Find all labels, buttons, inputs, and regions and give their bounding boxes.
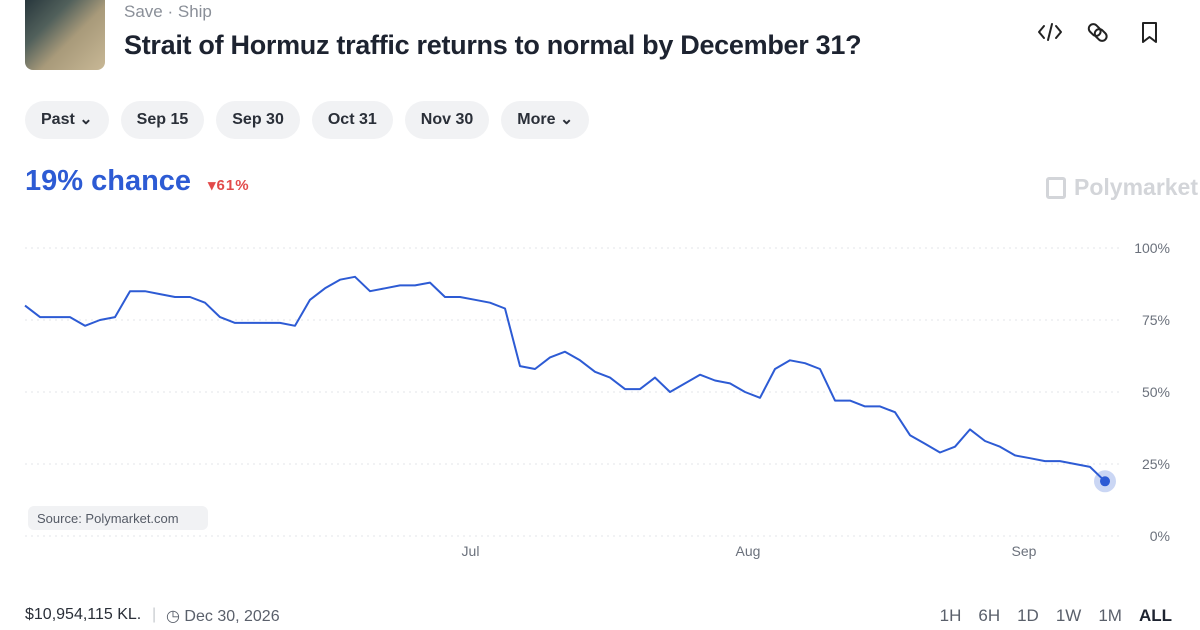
down-arrow: ▾ (208, 177, 217, 194)
header-links: Save · Ship (124, 2, 212, 21)
date-tab[interactable]: Sep 30 (216, 101, 300, 139)
range-button[interactable]: 1W (1055, 606, 1082, 625)
x-tick-label: Aug (736, 543, 761, 559)
ship-link[interactable]: Ship (177, 2, 212, 21)
x-tick-label: Jul (462, 543, 480, 559)
range-button[interactable]: 1D (1017, 606, 1039, 625)
brand-name: Polymarket (1074, 174, 1199, 200)
chevron: ⌄ (555, 111, 574, 128)
chance: 19% chance (25, 165, 192, 197)
divider: | (152, 606, 157, 623)
source: Source: Polymarket.com (37, 511, 179, 526)
y-tick-label: 50% (1142, 384, 1170, 400)
end-date: Dec 30, 2026 (184, 608, 280, 625)
y-tick-label: 75% (1142, 312, 1170, 328)
header-icons (1038, 22, 1157, 43)
end-point (1100, 476, 1110, 487)
price-line (24, 275, 1106, 483)
brand-logo (1046, 177, 1066, 199)
range-button[interactable]: 1H (939, 606, 962, 625)
range-button[interactable]: 1M (1098, 606, 1122, 625)
range-button[interactable]: ALL (1138, 606, 1172, 625)
link-icon[interactable] (1087, 22, 1109, 43)
source-badge (28, 506, 208, 530)
embed-icon[interactable] (1038, 23, 1062, 41)
range-button[interactable]: 6H (978, 606, 1001, 625)
end-date-wrap: ◷ Dec 30, 2026 (166, 606, 280, 626)
date-tab[interactable]: Past ⌄ (25, 101, 109, 139)
clock-icon: ◷ (166, 608, 180, 625)
brand: Polymarket (1046, 174, 1198, 201)
date-tab[interactable]: Nov 30 (404, 101, 490, 139)
volume: $10,954,115 KL. (25, 606, 142, 623)
x-tick-label: Sep (1012, 543, 1037, 559)
save-link[interactable]: Save (124, 2, 163, 21)
date-tabs: Past ⌄ Sep 15 Sep 30 Oct 31 Nov 30 More ⌄ (25, 101, 590, 139)
market-title: Strait of Hormuz traffic returns to norm… (124, 30, 862, 60)
date-tab[interactable]: Sep 15 (120, 101, 205, 139)
bookmark-icon[interactable] (1142, 22, 1157, 43)
chart: 0% 25% 50% 75% 100% Jul Aug Sep Source: Polymark… (24, 240, 1170, 559)
y-tick-label: 25% (1142, 456, 1170, 472)
y-tick-label: 100% (1134, 240, 1170, 256)
market-image (25, 0, 105, 70)
y-tick-label: 0% (1150, 528, 1170, 544)
date-tab[interactable]: Oct 31 (311, 101, 393, 139)
range-buttons: 1H 6H 1D 1W 1M ALL (940, 606, 1172, 626)
change-value: 61% (216, 177, 250, 194)
change: ▾61% (208, 176, 250, 194)
chevron: ⌄ (74, 111, 93, 128)
date-tab[interactable]: More ⌄ (501, 101, 590, 139)
